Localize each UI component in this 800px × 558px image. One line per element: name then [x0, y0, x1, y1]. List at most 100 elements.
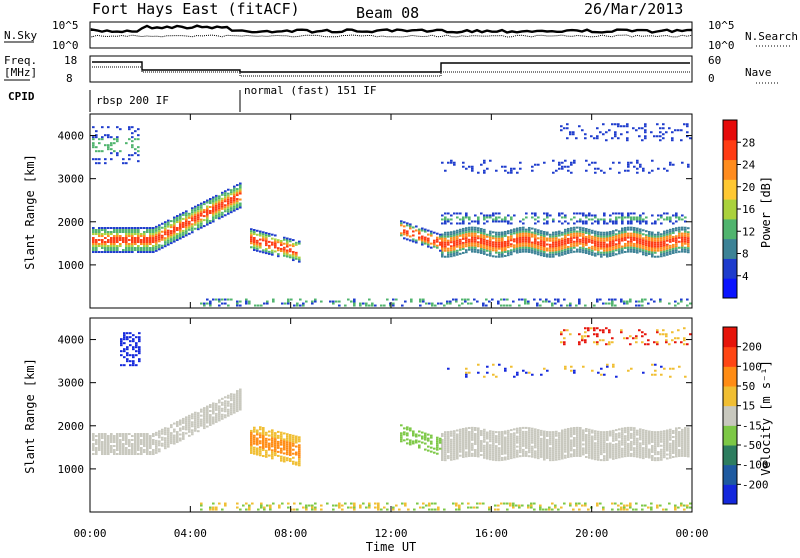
velocity-echo-cell: [206, 405, 209, 408]
power-echo-cell: [116, 136, 119, 139]
velocity-echo-cell: [483, 456, 486, 459]
power-echo-cell: [498, 233, 501, 236]
power-echo-cell: [666, 239, 669, 242]
velocity-echo-cell: [430, 436, 433, 439]
power-echo-cell: [651, 255, 654, 258]
power-echo-cell: [200, 208, 203, 211]
velocity-echo-cell: [606, 442, 609, 445]
velocity-echo-cell: [292, 440, 295, 443]
velocity-echo-cell: [194, 425, 197, 428]
velocity-echo-cell: [483, 434, 486, 437]
power-echo-cell: [678, 236, 681, 239]
velocity-echo-cell: [597, 438, 600, 441]
power-echo-cell: [418, 230, 421, 233]
power-echo-cell: [606, 222, 609, 225]
velocity-echo-cell: [280, 435, 283, 438]
power-echo-cell: [617, 123, 620, 126]
velocity-echo-cell: [603, 445, 606, 448]
power-echo-cell: [596, 127, 599, 130]
velocity-echo-cell: [618, 442, 621, 445]
velocity-echo-cell: [650, 502, 653, 505]
power-echo-cell: [403, 225, 406, 228]
power-echo-cell: [256, 241, 259, 244]
power-echo-cell: [415, 225, 418, 228]
power-echo-cell: [510, 253, 513, 256]
velocity-echo-cell: [642, 455, 645, 458]
power-echo-cell: [286, 253, 289, 256]
velocity-echo-cell: [467, 506, 470, 509]
power-echo-cell: [477, 220, 480, 223]
power-echo-cell: [489, 214, 492, 217]
power-echo-cell: [128, 235, 131, 238]
power-colorbar-label: Power [dB]: [759, 176, 773, 248]
power-echo-cell: [501, 165, 504, 168]
power-echo-cell: [441, 255, 444, 258]
power-echo-cell: [215, 204, 218, 207]
velocity-echo-cell: [600, 433, 603, 436]
velocity-echo-cell: [681, 454, 684, 457]
velocity-echo-cell: [555, 450, 558, 453]
power-echo-cell: [549, 249, 552, 252]
power-echo-cell: [441, 222, 444, 225]
velocity-echo-cell: [495, 451, 498, 454]
velocity-echo-cell: [665, 341, 668, 344]
power-echo-cell: [516, 243, 519, 246]
velocity-echo-cell: [283, 452, 286, 455]
velocity-echo-cell: [581, 339, 584, 342]
velocity-echo-cell: [483, 440, 486, 443]
power-echo-cell: [289, 254, 292, 257]
power-echo-cell: [456, 243, 459, 246]
power-echo-cell: [558, 220, 561, 223]
velocity-echo-cell: [519, 433, 522, 436]
velocity-echo-cell: [290, 508, 293, 511]
power-echo-cell: [365, 304, 368, 307]
power-echo-cell: [215, 196, 218, 199]
power-echo-cell: [510, 243, 513, 246]
power-echo-cell: [669, 234, 672, 237]
velocity-echo-cell: [651, 454, 654, 457]
velocity-echo-cell: [510, 433, 513, 436]
velocity-echo-cell: [528, 427, 531, 430]
velocity-echo-cell: [143, 441, 146, 444]
velocity-echo-cell: [456, 439, 459, 442]
velocity-echo-cell: [146, 443, 149, 446]
power-echo-cell: [675, 243, 678, 246]
power-echo-cell: [525, 212, 528, 215]
power-echo-cell: [603, 243, 606, 246]
power-echo-cell: [110, 136, 113, 139]
power-echo-cell: [401, 304, 404, 307]
velocity-echo-cell: [474, 429, 477, 432]
power-echo-cell: [626, 139, 629, 142]
power-echo-cell: [561, 239, 564, 242]
power-echo-cell: [215, 298, 218, 301]
velocity-echo-cell: [497, 504, 500, 507]
velocity-echo-cell: [191, 431, 194, 434]
power-echo-cell: [659, 139, 662, 142]
velocity-echo-cell: [203, 421, 206, 424]
velocity-echo-cell: [587, 335, 590, 338]
power-echo-cell: [161, 226, 164, 229]
velocity-echo-cell: [603, 457, 606, 460]
power-echo-cell: [486, 239, 489, 242]
velocity-echo-cell: [250, 445, 253, 448]
velocity-echo-cell: [474, 437, 477, 440]
power-echo-cell: [501, 218, 504, 221]
power-echo-cell: [200, 222, 203, 225]
power-echo-cell: [624, 244, 627, 247]
power-echo-cell: [302, 302, 305, 305]
power-echo-cell: [449, 300, 452, 303]
power-echo-cell: [684, 238, 687, 241]
power-echo-cell: [602, 133, 605, 136]
power-echo-cell: [274, 246, 277, 249]
velocity-echo-cell: [128, 445, 131, 448]
velocity-echo-cell: [560, 341, 563, 344]
velocity-echo-cell: [654, 441, 657, 444]
velocity-echo-cell: [570, 427, 573, 430]
power-echo-cell: [603, 218, 606, 221]
velocity-echo-cell: [635, 337, 638, 340]
velocity-echo-cell: [265, 431, 268, 434]
power-echo-cell: [119, 243, 122, 246]
power-echo-cell: [444, 241, 447, 244]
power-echo-cell: [537, 251, 540, 254]
velocity-echo-cell: [624, 447, 627, 450]
